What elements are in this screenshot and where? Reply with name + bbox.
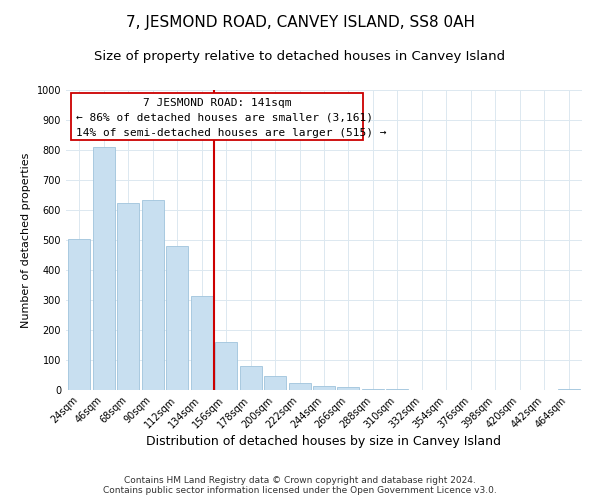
Bar [557, 388, 580, 390]
X-axis label: Distribution of detached houses by size in Canvey Island: Distribution of detached houses by size … [146, 436, 502, 448]
Bar [313, 386, 335, 390]
Bar [337, 387, 359, 390]
Y-axis label: Number of detached properties: Number of detached properties [21, 152, 31, 328]
Bar [118, 202, 139, 390]
Text: 7, JESMOND ROAD, CANVEY ISLAND, SS8 0AH: 7, JESMOND ROAD, CANVEY ISLAND, SS8 0AH [125, 15, 475, 30]
Bar [215, 342, 237, 390]
Bar [68, 238, 91, 390]
Bar [191, 296, 213, 390]
Bar [93, 147, 115, 390]
Text: Contains public sector information licensed under the Open Government Licence v3: Contains public sector information licen… [103, 486, 497, 495]
Text: 14% of semi-detached houses are larger (515) →: 14% of semi-detached houses are larger (… [76, 128, 387, 138]
Text: Size of property relative to detached houses in Canvey Island: Size of property relative to detached ho… [94, 50, 506, 63]
Bar [289, 382, 311, 390]
Text: Contains HM Land Registry data © Crown copyright and database right 2024.: Contains HM Land Registry data © Crown c… [124, 476, 476, 485]
Text: 7 JESMOND ROAD: 141sqm: 7 JESMOND ROAD: 141sqm [143, 98, 291, 108]
Bar [362, 388, 384, 390]
Bar [264, 376, 286, 390]
Bar [142, 200, 164, 390]
Bar [239, 366, 262, 390]
Text: ← 86% of detached houses are smaller (3,161): ← 86% of detached houses are smaller (3,… [76, 112, 373, 122]
FancyBboxPatch shape [71, 93, 362, 140]
Bar [166, 246, 188, 390]
